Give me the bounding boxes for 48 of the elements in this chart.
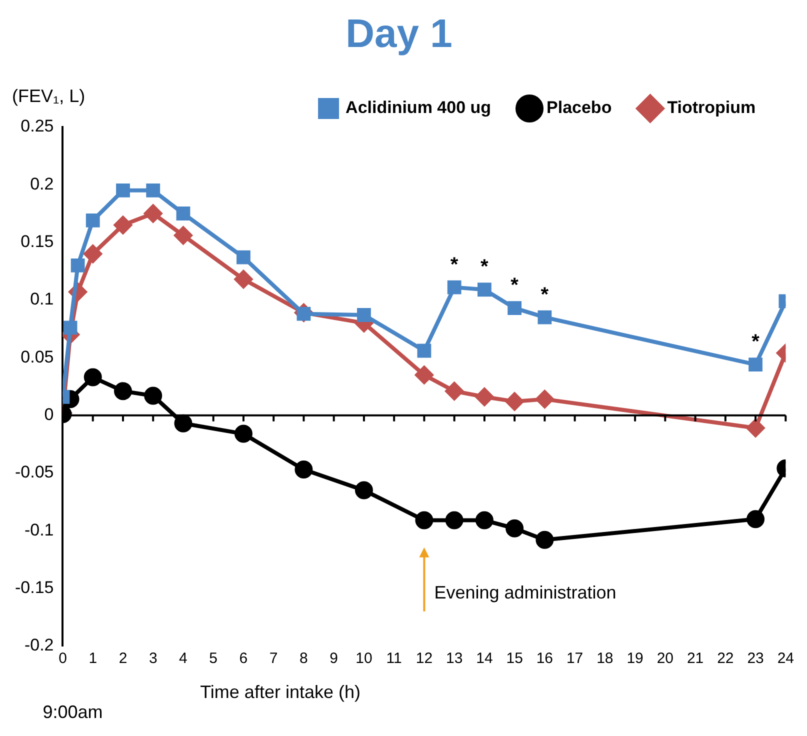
annotation: Evening administration [434, 582, 616, 602]
annotation: * [450, 254, 458, 276]
x-tick-label: 20 [656, 650, 674, 668]
x-tick-label: 10 [356, 650, 372, 668]
x-tick-label: 16 [536, 650, 554, 668]
x-tick-label: 5 [209, 650, 218, 668]
x-tick-label: 6 [239, 650, 248, 668]
annotation: * [540, 284, 549, 306]
y-tick-label: 0.2 [30, 174, 54, 194]
x-axis-title: Time after intake (h) [200, 682, 360, 702]
x-tick-label: 7 [269, 650, 278, 668]
x-tick-label: 1 [88, 650, 98, 668]
x-tick-label: 13 [446, 650, 463, 668]
x-tick-label: 4 [179, 650, 188, 668]
y-tick-label: -0.2 [24, 636, 54, 655]
x-tick-label: 15 [506, 650, 523, 668]
y-tick-label: 0.25 [20, 116, 54, 136]
x-tick-label: 19 [626, 650, 644, 668]
x-tick-label: 8 [300, 650, 308, 668]
y-tick-label: -0.05 [15, 462, 54, 482]
chart-title: Day 1 [346, 12, 452, 56]
x-tick-label: 18 [596, 650, 614, 668]
annotation: * [480, 256, 489, 278]
x-tick-label: 21 [686, 650, 704, 668]
x-tick-label: 9 [330, 650, 338, 668]
legend-label: Aclidinium 400 ug [346, 98, 492, 118]
text: 9:00am [42, 702, 103, 722]
x-tick-label: 2 [118, 650, 128, 668]
x-tick-label: 17 [566, 650, 584, 668]
x-tick-label: 23 [747, 650, 764, 668]
y-axis-title: (FEV₁, L) [12, 86, 86, 106]
y-tick-label: 0.1 [30, 290, 54, 309]
x-tick-label: 3 [148, 650, 158, 668]
y-tick-label: -0.15 [15, 578, 54, 598]
y-tick-label: 0 [44, 405, 54, 424]
x-tick-label: 24 [777, 650, 794, 668]
x-tick-label: 0 [58, 650, 67, 668]
y-tick-label: -0.1 [24, 520, 54, 540]
legend-label: Placebo [546, 98, 612, 118]
annotation: * [510, 274, 519, 297]
x-tick-label: 22 [717, 650, 734, 668]
x-tick-label: 12 [416, 650, 433, 668]
y-tick-label: 0.15 [20, 232, 54, 252]
x-tick-label: 11 [386, 650, 402, 668]
annotation: * [752, 331, 760, 354]
y-tick-label: 0.05 [20, 347, 54, 366]
legend-label: Tiotropium [667, 98, 756, 118]
x-tick-label: 14 [476, 650, 493, 668]
